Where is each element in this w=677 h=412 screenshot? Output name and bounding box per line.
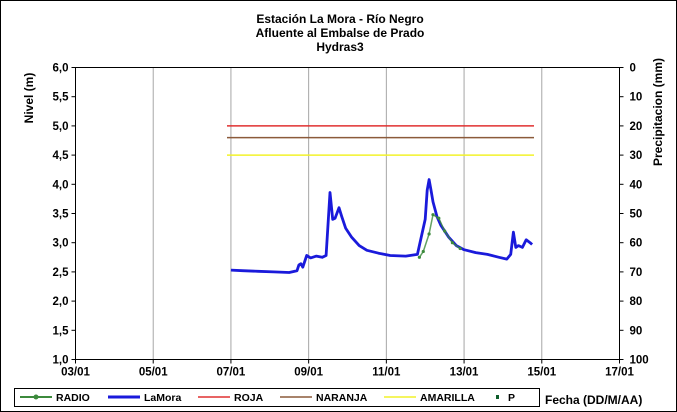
x-tick-label: 07/01 bbox=[217, 367, 246, 379]
reference-lines bbox=[227, 125, 534, 156]
y-tick-label: 4,5 bbox=[53, 150, 70, 162]
y2-tick-label: 100 bbox=[630, 355, 649, 367]
x-tick-label: 13/01 bbox=[450, 367, 479, 379]
chart-title-line-2: Afluente al Embalse de Prado bbox=[256, 26, 425, 40]
y-tick-label: 4,0 bbox=[53, 179, 69, 191]
series-layer bbox=[230, 178, 534, 274]
y-tick-label: 6,0 bbox=[53, 63, 69, 75]
y2-tick-label: 10 bbox=[630, 92, 643, 104]
series-point-radio bbox=[450, 241, 455, 245]
y-tick-label: 3,0 bbox=[53, 238, 69, 250]
tick-layer: 03/01 05/01 07/01 09/01 11/01 13/01 15/01 17/01… bbox=[53, 63, 649, 379]
series-point-radio bbox=[437, 216, 441, 220]
legend-p-label: P bbox=[508, 392, 515, 404]
series-point-radio bbox=[458, 246, 462, 251]
series-point-radio bbox=[443, 229, 447, 233]
grid-layer bbox=[152, 67, 543, 360]
series-point-radio bbox=[421, 249, 425, 254]
legend-box bbox=[14, 388, 540, 407]
x-tick-label: 11/01 bbox=[372, 367, 401, 379]
y-tick-label: 5,0 bbox=[53, 121, 69, 133]
x-tick-label: 15/01 bbox=[527, 367, 556, 379]
legend-amarilla-label: AMARILLA bbox=[420, 392, 475, 404]
series-point-radio bbox=[417, 255, 421, 259]
y2-tick-label: 90 bbox=[630, 325, 643, 337]
y2-tick-label: 30 bbox=[630, 150, 643, 162]
y2-tick-label: 40 bbox=[630, 179, 643, 191]
y-tick-label: 3,5 bbox=[53, 209, 70, 221]
series-line-lamora bbox=[230, 178, 534, 274]
y2-axis-title: Precipitacion (mm) bbox=[651, 58, 665, 166]
y2-tick-label: 70 bbox=[630, 267, 643, 279]
legend-roja-label: ROJA bbox=[234, 392, 264, 404]
y2-tick-label: 20 bbox=[630, 121, 643, 133]
chart-title-line-3: Hydras3 bbox=[316, 40, 364, 54]
y2-tick-label: 0 bbox=[630, 63, 636, 75]
y-tick-label: 1,5 bbox=[53, 325, 70, 337]
x-axis-title: Fecha (DD/M/AA) bbox=[545, 393, 642, 407]
y-tick-label: 1,0 bbox=[53, 355, 69, 367]
y-tick-label: 5,5 bbox=[53, 92, 70, 104]
x-tick-label: 03/01 bbox=[61, 367, 90, 379]
x-tick-label: 09/01 bbox=[294, 367, 323, 379]
series-line-radio bbox=[418, 213, 461, 258]
legend-radio-marker bbox=[33, 394, 39, 400]
y-tick-label: 2,0 bbox=[53, 296, 69, 308]
y-tick-label: 2,5 bbox=[53, 267, 70, 279]
y2-tick-label: 60 bbox=[630, 238, 643, 250]
y2-tick-label: 50 bbox=[630, 209, 643, 221]
series-point-radio bbox=[431, 213, 435, 217]
chart-title-line-1: Estación La Mora - Río Negro bbox=[256, 12, 423, 26]
x-tick-label: 05/01 bbox=[139, 367, 168, 379]
x-tick-label: 17/01 bbox=[605, 367, 634, 379]
legend: RADIO LaMora ROJA NARANJA AMARILLA P bbox=[14, 388, 540, 407]
y2-tick-label: 80 bbox=[630, 296, 643, 308]
legend-p-marker bbox=[496, 395, 499, 399]
y-axis-title: Nivel (m) bbox=[22, 73, 36, 124]
legend-naranja-label: NARANJA bbox=[316, 392, 368, 404]
legend-radio-label: RADIO bbox=[56, 392, 90, 404]
legend-lamora-label: LaMora bbox=[144, 392, 182, 404]
series-point-radio bbox=[427, 232, 431, 236]
